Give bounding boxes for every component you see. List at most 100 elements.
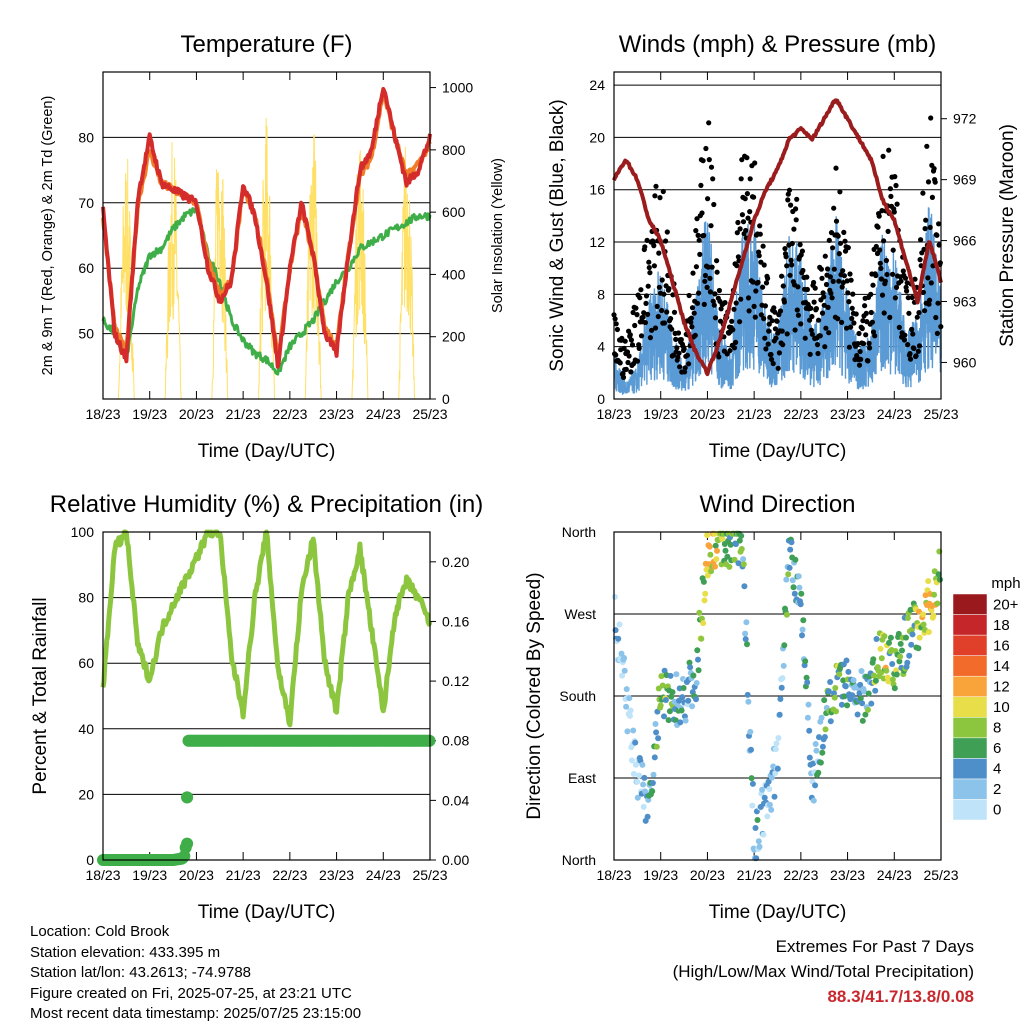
gust-point (885, 228, 891, 234)
gust-point (705, 196, 711, 202)
direction-point (618, 650, 625, 657)
direction-point (813, 747, 820, 754)
gust-point (849, 315, 855, 322)
gust-point (882, 278, 888, 284)
x-tick-label: 23/23 (830, 406, 865, 422)
gust-point (868, 309, 874, 316)
gust-point (734, 230, 740, 236)
gust-point (787, 272, 793, 278)
gust-point (789, 262, 795, 268)
x-tick-label: 18/23 (596, 867, 631, 883)
direction-point (816, 734, 822, 741)
y-right-tick-label: 0.04 (442, 792, 469, 808)
direction-point (930, 612, 937, 619)
gust-point (657, 195, 663, 201)
direction-point (703, 566, 710, 573)
direction-point (749, 780, 756, 787)
direction-point (857, 681, 864, 688)
gust-point (656, 284, 663, 290)
y-tick-label: North (562, 852, 596, 868)
gust-point (915, 348, 922, 354)
gust-point (814, 342, 821, 348)
gust-point (710, 176, 716, 182)
gust-point (841, 273, 848, 279)
y-tick-label: 20 (589, 129, 605, 145)
gust-point (840, 268, 846, 274)
gust-point (638, 333, 645, 339)
gust-point (779, 273, 785, 279)
x-tick-label: 22/23 (272, 867, 307, 883)
gust-point (840, 280, 846, 286)
direction-point (872, 687, 879, 694)
gust-point (768, 356, 775, 362)
direction-point (702, 590, 709, 597)
extremes-subtitle: (High/Low/Max Wind/Total Precipitation) (672, 962, 974, 981)
gust-point (654, 303, 660, 309)
gust-point (928, 115, 934, 121)
direction-point (791, 590, 798, 597)
direction-point (778, 684, 785, 691)
direction-point (799, 632, 805, 639)
gust-point (846, 344, 853, 350)
legend-swatch (952, 696, 988, 718)
gust-point (891, 209, 897, 215)
direction-point (886, 639, 892, 646)
direction-point (789, 577, 796, 584)
gust-point (710, 298, 716, 304)
gust-point (792, 327, 798, 333)
gust-point (812, 285, 818, 291)
direction-point (749, 802, 756, 809)
speed-legend: mph 0 2 4 6 8 10 12 14 16 18 20+ (952, 575, 1021, 821)
gust-point (623, 366, 629, 372)
direction-point (812, 782, 819, 789)
pressure-line (612, 98, 943, 377)
gust-point (703, 145, 709, 152)
direction-point (877, 645, 884, 652)
direction-point (632, 739, 639, 746)
location-text: Location: Cold Brook (30, 923, 170, 940)
gust-point (844, 325, 850, 331)
y-axis-label: Sonic Wind & Gust (Blue, Black) (547, 99, 568, 371)
gust-point (716, 287, 723, 294)
y-tick-label: South (559, 688, 596, 704)
gust-point (692, 332, 698, 338)
direction-point (840, 677, 847, 684)
gust-point (935, 300, 941, 306)
direction-point (714, 547, 720, 554)
gust-point (929, 194, 936, 200)
legend-swatch (952, 799, 988, 821)
direction-point (741, 583, 748, 590)
gust-point (708, 223, 714, 229)
direction-point (650, 771, 657, 778)
direction-point (819, 743, 826, 750)
gust-point (632, 322, 638, 329)
gust-point (845, 290, 851, 296)
gust-point (684, 352, 691, 358)
gust-point (795, 284, 801, 290)
gust-point (821, 302, 827, 308)
x-tick-label: 18/23 (85, 867, 120, 883)
gust-point (846, 299, 852, 305)
gust-point (881, 238, 887, 244)
y-tick-label: 100 (71, 524, 95, 540)
gust-point (902, 332, 908, 338)
y-right-tick-label: 0 (442, 391, 450, 407)
recent-text: Most recent data timestamp: 2025/07/25 2… (30, 1005, 362, 1022)
legend-label: 14 (993, 658, 1010, 675)
direction-point (662, 697, 669, 703)
gust-point (645, 283, 651, 289)
legend-label: 16 (993, 637, 1010, 654)
direction-point (806, 754, 813, 761)
gust-point (704, 284, 710, 290)
gust-point (808, 305, 814, 311)
direction-point (680, 685, 687, 691)
direction-point (659, 682, 666, 689)
direction-point (856, 690, 863, 697)
direction-point (678, 707, 685, 714)
gust-point (779, 328, 785, 334)
gust-point (693, 228, 699, 234)
gust-point (768, 351, 774, 358)
y-right-tick-label: 800 (442, 142, 466, 158)
direction-point (935, 571, 942, 578)
gust-point (771, 305, 777, 311)
